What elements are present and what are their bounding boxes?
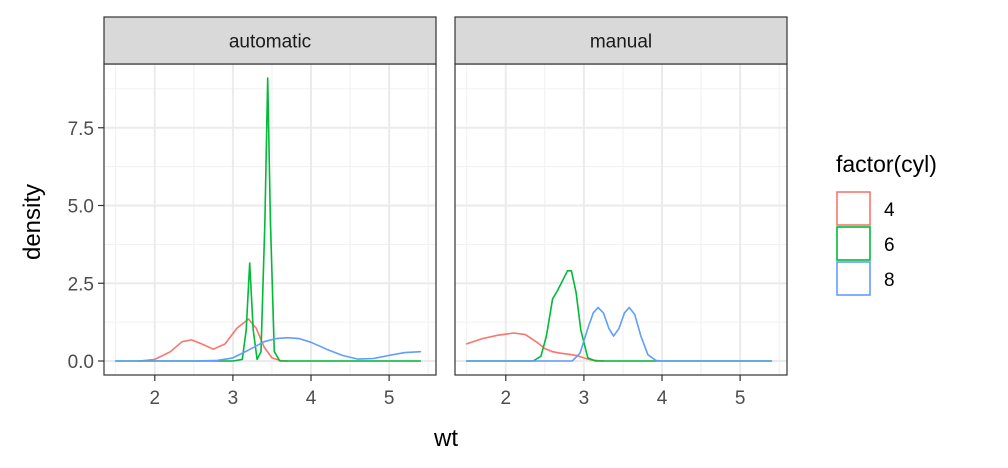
facet-panel-manual: manual bbox=[454, 16, 788, 376]
facet-strip bbox=[454, 16, 788, 65]
x-axis-manual: 2 3 4 5 bbox=[500, 375, 745, 409]
facet-strip-label: manual bbox=[590, 32, 652, 53]
y-axis: 0.0 2.5 5.0 7.5 bbox=[68, 119, 104, 373]
y-tick-label: 0.0 bbox=[68, 352, 94, 373]
density-line-cyl-6 bbox=[114, 77, 422, 362]
x-tick-label: 3 bbox=[228, 388, 239, 409]
y-axis-title: density bbox=[19, 184, 46, 260]
density-line-cyl-8 bbox=[465, 306, 773, 362]
x-axis-automatic: 2 3 4 5 bbox=[149, 375, 394, 409]
legend-entry-8: 8 bbox=[836, 261, 895, 296]
facet-strip bbox=[103, 16, 437, 65]
x-tick-label: 2 bbox=[149, 388, 160, 409]
y-tick-label: 5.0 bbox=[68, 197, 94, 218]
legend-label-4: 4 bbox=[884, 200, 895, 221]
x-tick-label: 5 bbox=[384, 388, 395, 409]
x-axis-title: wt bbox=[433, 425, 458, 452]
x-tick-label: 3 bbox=[579, 388, 590, 409]
y-tick-label: 7.5 bbox=[68, 119, 94, 140]
x-tick-label: 2 bbox=[500, 388, 511, 409]
legend-key-6 bbox=[836, 226, 871, 261]
density-line-cyl-4 bbox=[138, 318, 289, 362]
facet-panels: automatic manual bbox=[103, 16, 788, 376]
x-axes: 2 3 4 5 2 3 4 5 bbox=[149, 375, 745, 409]
legend-key-8 bbox=[836, 261, 871, 296]
legend-entry-4: 4 bbox=[836, 191, 895, 226]
y-tick-label: 2.5 bbox=[68, 274, 94, 295]
density-line-cyl-6 bbox=[465, 269, 773, 362]
legend-key-4 bbox=[836, 191, 871, 226]
x-tick-label: 4 bbox=[306, 388, 317, 409]
density-line-cyl-4 bbox=[465, 332, 605, 362]
x-tick-label: 4 bbox=[657, 388, 668, 409]
legend: factor(cyl) 4 6 8 bbox=[836, 151, 937, 296]
legend-label-8: 8 bbox=[884, 270, 895, 291]
legend-title: factor(cyl) bbox=[836, 151, 937, 177]
facet-strip-label: automatic bbox=[229, 32, 311, 53]
x-tick-label: 5 bbox=[735, 388, 746, 409]
legend-entry-6: 6 bbox=[836, 226, 895, 261]
legend-label-6: 6 bbox=[884, 235, 895, 256]
density-line-cyl-8 bbox=[114, 336, 422, 362]
facet-panel-automatic: automatic bbox=[103, 16, 437, 376]
